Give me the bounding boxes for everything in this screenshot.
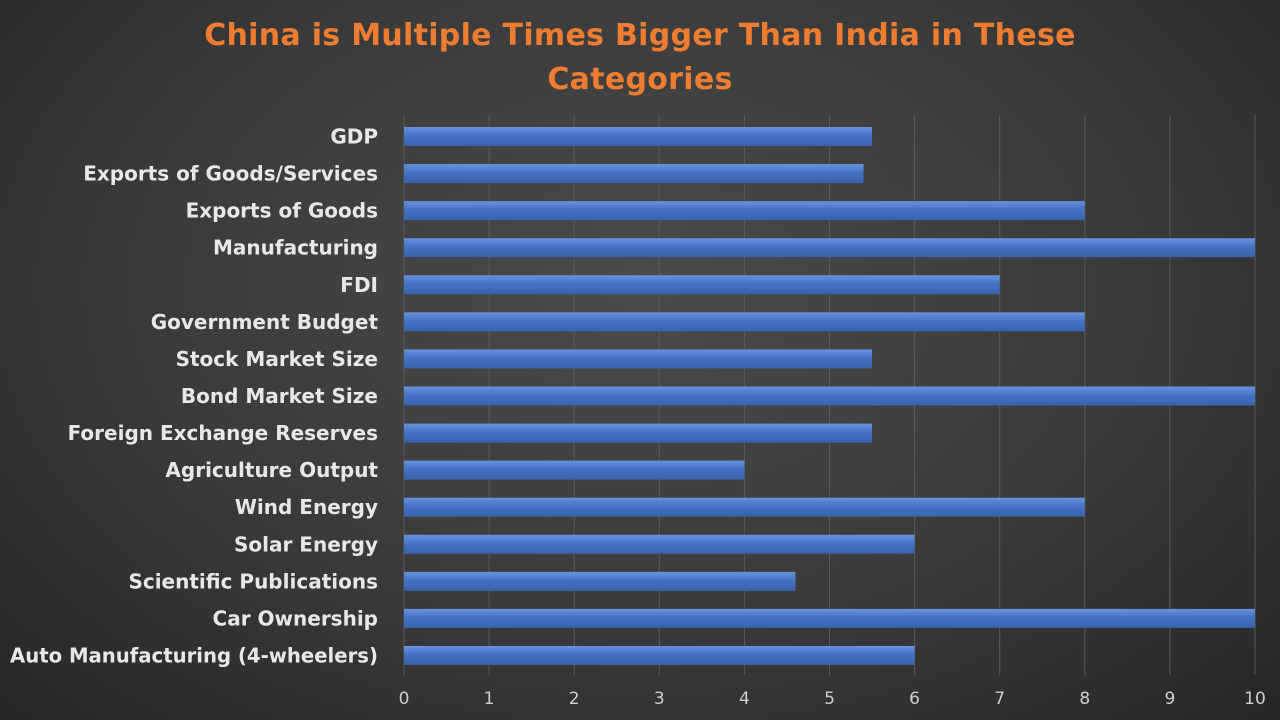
category-label: Bond Market Size [181, 384, 378, 408]
x-tick-label: 0 [399, 689, 410, 709]
bar [404, 349, 873, 369]
category-label: Foreign Exchange Reserves [68, 421, 378, 445]
chart-title: China is Multiple Times Bigger Than Indi… [204, 18, 1076, 97]
category-label: Government Budget [151, 310, 379, 334]
x-tick-label: 8 [1079, 689, 1090, 709]
x-tick-label: 6 [909, 689, 920, 709]
x-tick-label: 1 [484, 689, 495, 709]
bar [404, 645, 915, 665]
category-label: Exports of Goods [186, 199, 378, 223]
bar [404, 164, 864, 184]
category-label: Exports of Goods/Services [83, 162, 378, 186]
bar [404, 238, 1255, 258]
category-label: Agriculture Output [165, 458, 378, 482]
bar [404, 497, 1085, 517]
x-tick-label: 2 [569, 689, 580, 709]
bar [404, 201, 1085, 221]
bar [404, 423, 873, 443]
category-label: GDP [330, 125, 378, 149]
category-label: Manufacturing [213, 236, 378, 260]
category-label: Wind Energy [235, 495, 378, 519]
category-label: FDI [340, 273, 378, 297]
bar [404, 127, 873, 146]
category-label: Scientific Publications [128, 569, 378, 593]
category-label: Car Ownership [213, 606, 378, 630]
category-label: Stock Market Size [176, 347, 378, 371]
bar [404, 608, 1255, 628]
x-tick-label: 9 [1164, 689, 1175, 709]
x-tick-label: 5 [824, 689, 835, 709]
category-label: Auto Manufacturing (4-wheelers) [10, 643, 378, 667]
category-labels: GDP Exports of Goods/Services Exports of G… [10, 125, 378, 668]
bar [404, 386, 1255, 406]
bars [404, 127, 1255, 665]
category-label: Solar Energy [234, 532, 378, 556]
x-axis-tick-labels: 0 1 2 3 4 5 6 7 8 9 10 [399, 689, 1266, 709]
x-tick-label: 7 [994, 689, 1005, 709]
bar [404, 534, 915, 554]
bar [404, 275, 1000, 295]
bar [404, 460, 745, 480]
x-tick-label: 3 [654, 689, 665, 709]
bar [404, 571, 796, 591]
x-tick-label: 10 [1244, 689, 1266, 709]
x-tick-label: 4 [739, 689, 750, 709]
bar [404, 312, 1085, 332]
